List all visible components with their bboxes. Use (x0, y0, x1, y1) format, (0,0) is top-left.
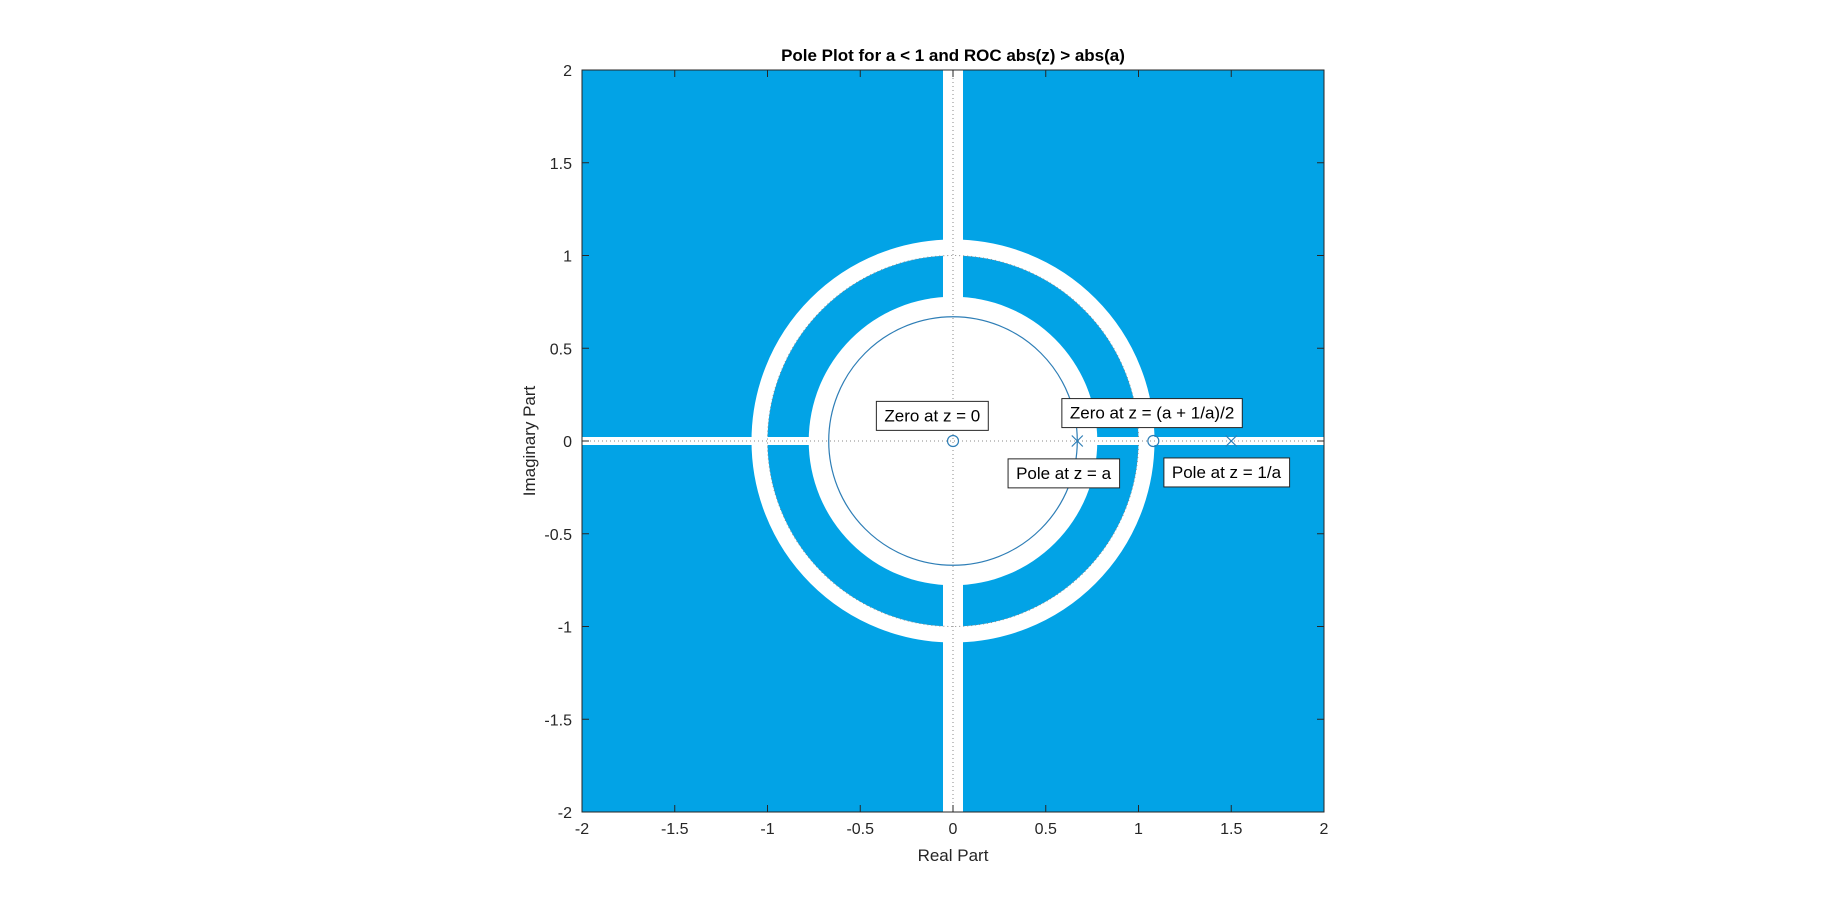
y-tick-label: 0.5 (550, 341, 572, 358)
annotations: Zero at z = 0 Zero at z = (a + 1/a)/2 Pole… (875, 398, 1291, 489)
annotation-box: Pole at z = 1/a (1163, 457, 1291, 488)
x-tick-label: 1.5 (1220, 821, 1242, 838)
x-tick-label: 1 (1134, 821, 1143, 838)
x-tick-label: -1 (760, 821, 774, 838)
x-tick-label: -1.5 (661, 821, 689, 838)
annotation-box: Pole at z = a (1007, 458, 1121, 489)
pole-marker (1225, 435, 1238, 447)
annotation-border (875, 400, 989, 431)
y-tick-label: -1.5 (544, 712, 572, 729)
y-tick-label: 2 (563, 63, 572, 80)
annotation-border (1061, 398, 1243, 429)
annotation-text: Zero at z = 0 (884, 406, 980, 425)
y-tick-label: -0.5 (544, 527, 572, 544)
axes-frame (581, 69, 1325, 813)
y-tick-label: 1 (563, 249, 572, 266)
annotation-text: Pole at z = a (1016, 464, 1112, 483)
x-tick-label: 0 (949, 821, 958, 838)
pole-marker (1071, 435, 1084, 447)
pole-zero-markers (946, 434, 1238, 448)
annotation-text: Zero at z = (a + 1/a)/2 (1070, 404, 1234, 423)
y-tick-label: 1.5 (550, 156, 572, 173)
chart-title: Pole Plot for a < 1 and ROC abs(z) > abs… (781, 46, 1125, 65)
x-tick-label: 0.5 (1035, 821, 1057, 838)
tick-labels: -2 -1.5 -1 -0.5 0 0.5 1 1.5 2 -2 -1.5 -1 -0.5 0 0.5 1 1.… (544, 63, 1328, 838)
real-axis-band (582, 437, 1324, 445)
y-tick-label: -2 (558, 805, 572, 822)
y-axis-label: Imaginary Part (520, 385, 539, 496)
plot-area (582, 70, 1324, 812)
x-tick-label: -0.5 (846, 821, 874, 838)
pole-cross-stroke (1071, 435, 1084, 447)
annotation-box: Zero at z = (a + 1/a)/2 (1061, 398, 1243, 429)
pole-cross-stroke (1225, 435, 1238, 447)
x-tick-label: 2 (1320, 821, 1329, 838)
annotation-border (1007, 458, 1121, 489)
y-tick-label: -1 (558, 620, 572, 637)
x-tick-label: -2 (575, 821, 589, 838)
zero-marker (946, 434, 960, 448)
x-axis-label: Real Part (918, 846, 989, 865)
annotation-box: Zero at z = 0 (875, 400, 989, 431)
zero-marker (1147, 434, 1160, 448)
annotation-text: Pole at z = 1/a (1172, 463, 1282, 482)
annotation-border (1163, 457, 1291, 488)
y-tick-label: 0 (563, 434, 572, 451)
